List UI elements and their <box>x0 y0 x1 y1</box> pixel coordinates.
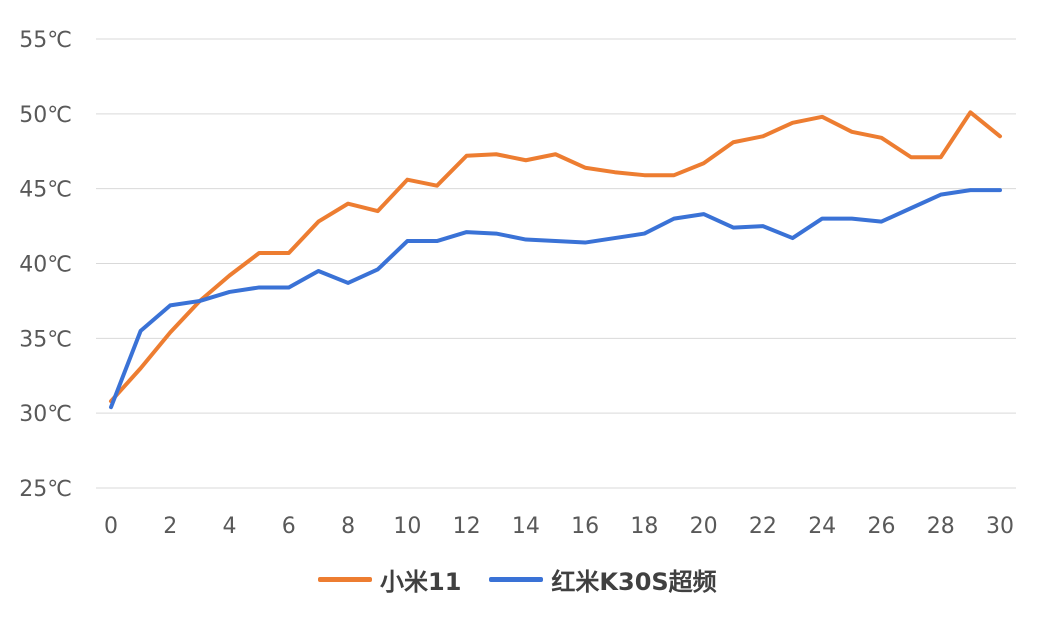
x-tick-label: 6 <box>282 514 296 539</box>
series-0-point-1 <box>140 367 142 369</box>
series-0-point-18 <box>643 174 645 176</box>
series-1-point-18 <box>643 233 645 235</box>
series-0-point-15 <box>555 153 556 155</box>
legend: 小米11 红米K30S超频 <box>318 562 745 597</box>
series-0-point-23 <box>792 122 794 124</box>
series-1-point-13 <box>495 233 497 235</box>
legend-item-series-0: 小米11 <box>318 562 461 597</box>
series-1-point-25 <box>851 218 853 220</box>
legend-label-series-1: 红米K30S超频 <box>551 568 717 596</box>
series-0-point-11 <box>436 185 438 187</box>
series-1-point-3 <box>199 300 201 302</box>
y-tick-label: 30℃ <box>19 402 72 427</box>
series-1-point-9 <box>377 268 379 270</box>
series-0-point-29 <box>969 111 971 113</box>
x-tick-label: 2 <box>163 514 177 539</box>
x-tick-label: 16 <box>571 514 599 539</box>
series-0-point-8 <box>347 203 349 205</box>
series-line-1 <box>109 188 1002 410</box>
series-0-point-21 <box>732 141 734 143</box>
series-1-point-30 <box>999 189 1001 191</box>
series-0-point-7 <box>317 221 319 223</box>
x-tick-label: 26 <box>867 514 895 539</box>
series-0-point-20 <box>703 162 705 164</box>
series-1-point-6 <box>288 286 290 288</box>
series-1-point-12 <box>466 231 468 233</box>
series-0-point-25 <box>851 131 853 133</box>
series-line-0 <box>109 110 1002 404</box>
series-1-point-5 <box>258 286 260 288</box>
series-0-point-27 <box>910 156 912 158</box>
series-0-point-14 <box>525 159 527 161</box>
legend-item-series-1: 红米K30S超频 <box>489 562 717 597</box>
x-tick-label: 10 <box>393 514 421 539</box>
gridlines <box>96 38 1016 489</box>
series-1-point-27 <box>910 207 912 209</box>
series-1-point-20 <box>703 213 705 215</box>
legend-label-series-0: 小米11 <box>380 568 462 596</box>
y-tick-label: 40℃ <box>19 253 72 278</box>
series-0-point-30 <box>999 135 1001 137</box>
series-1-point-16 <box>584 242 586 244</box>
series-0-point-12 <box>466 155 468 157</box>
x-axis-ticks: 0 2 4 6 8 10 12 14 16 18 20 22 24 26 28 30 <box>104 514 1014 539</box>
series-0-point-28 <box>940 156 942 158</box>
x-tick-label: 28 <box>927 514 955 539</box>
series-1-point-26 <box>880 221 882 223</box>
series-0-point-26 <box>880 137 882 139</box>
series-0-point-24 <box>821 116 823 118</box>
y-tick-label: 50℃ <box>19 103 72 128</box>
series-0-point-2 <box>169 331 171 333</box>
series-1-point-23 <box>792 237 794 239</box>
series-1-point-1 <box>140 330 142 332</box>
legend-swatch-series-0 <box>318 577 372 582</box>
series-0-point-9 <box>377 210 379 212</box>
series-1-point-17 <box>614 237 616 239</box>
x-tick-label: 20 <box>690 514 718 539</box>
series-0-point-19 <box>673 174 675 176</box>
x-tick-label: 30 <box>986 514 1014 539</box>
x-tick-label: 22 <box>749 514 777 539</box>
series-1-point-15 <box>555 240 556 242</box>
series-0-point-17 <box>614 171 616 173</box>
series-1-point-19 <box>673 218 675 220</box>
series-lines <box>109 110 1002 410</box>
series-1-point-24 <box>821 218 823 220</box>
x-tick-label: 8 <box>341 514 355 539</box>
series-1-point-2 <box>169 304 171 306</box>
series-1-point-22 <box>762 225 764 227</box>
x-tick-label: 12 <box>453 514 481 539</box>
x-tick-label: 0 <box>104 514 118 539</box>
series-0-point-6 <box>288 252 290 254</box>
series-1-point-0 <box>110 406 112 408</box>
y-tick-label: 35℃ <box>19 327 72 352</box>
series-1-point-29 <box>969 189 971 191</box>
series-1-point-14 <box>525 239 527 241</box>
series-1-point-7 <box>317 270 319 272</box>
y-tick-label: 25℃ <box>19 477 72 502</box>
series-0-point-4 <box>229 274 231 276</box>
series-1-point-11 <box>436 240 438 242</box>
x-tick-label: 4 <box>223 514 237 539</box>
x-tick-label: 14 <box>512 514 540 539</box>
series-0-point-5 <box>258 252 260 254</box>
y-tick-label: 55℃ <box>19 28 72 53</box>
y-axis-ticks: 25℃ 30℃ 35℃ 40℃ 45℃ 50℃ 55℃ <box>19 28 72 502</box>
series-1-point-21 <box>732 227 734 229</box>
series-0-point-13 <box>495 153 497 155</box>
y-tick-label: 45℃ <box>19 178 72 203</box>
series-1-point-8 <box>347 282 349 284</box>
series-1-point-10 <box>406 240 408 242</box>
x-tick-label: 24 <box>808 514 836 539</box>
legend-swatch-series-1 <box>489 577 544 582</box>
series-0-point-10 <box>406 179 408 181</box>
series-1-point-4 <box>229 291 231 293</box>
x-tick-label: 18 <box>630 514 658 539</box>
series-0-point-22 <box>762 135 764 137</box>
series-1-point-28 <box>940 194 942 196</box>
series-0-point-16 <box>584 167 586 169</box>
